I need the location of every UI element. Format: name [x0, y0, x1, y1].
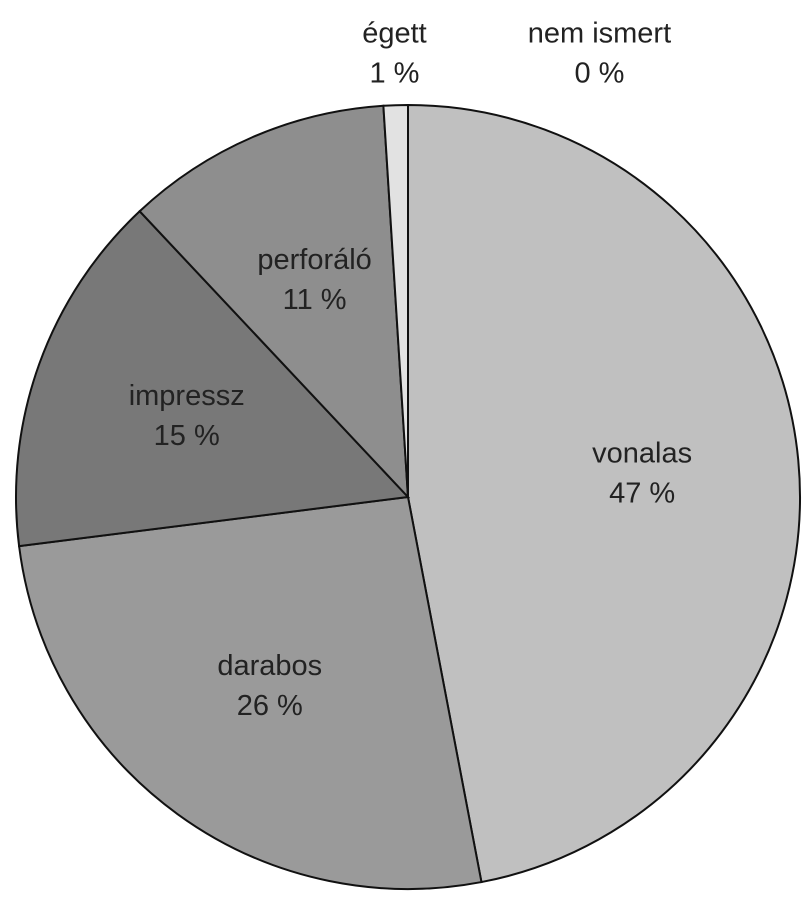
slice-value: 1 %: [369, 58, 419, 90]
slice-label: darabos: [217, 650, 322, 682]
slice-value: 47 %: [609, 478, 675, 510]
slice-label: perforáló: [257, 244, 371, 276]
slice-label: impressz: [129, 380, 245, 412]
pie-slice: [407, 103, 801, 884]
slice-label: nem ismert: [528, 18, 671, 50]
slice-value: 15 %: [154, 420, 220, 452]
pie-slice: [138, 104, 410, 500]
pie-slice: [15, 209, 411, 548]
pie-slice: [17, 495, 483, 890]
slice-value: 26 %: [237, 690, 303, 722]
slice-value: 0 %: [574, 58, 624, 90]
slice-value: 11 %: [283, 284, 347, 316]
slice-label: égett: [362, 18, 427, 50]
slice-label: vonalas: [592, 438, 692, 470]
